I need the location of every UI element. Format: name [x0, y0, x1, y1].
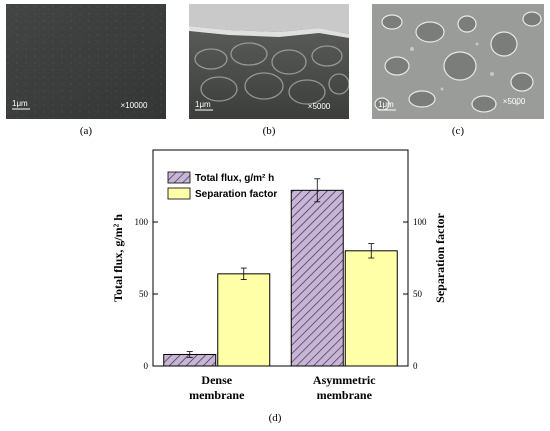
left-tick-label: 50 [139, 289, 149, 299]
bar-1-0 [217, 273, 271, 367]
right-tick-label: 0 [413, 361, 418, 371]
left-tick-label: 100 [135, 217, 149, 227]
scale-label: 1μm [12, 99, 28, 108]
caption-a: (a) [79, 125, 93, 137]
left-tick-label: 0 [144, 361, 149, 371]
legend-label: Separation factor [195, 189, 277, 200]
sem-image-c: 1μm ×5000 [372, 4, 544, 119]
sem-panel-a: 1μm ×10000 [6, 4, 166, 119]
right-tick-label: 100 [413, 217, 427, 227]
y-axis-right-label: Separation factor [433, 213, 447, 303]
sem-image-a: 1μm ×10000 [6, 4, 166, 119]
plot-frame [152, 149, 409, 367]
bar-1-1 [344, 250, 398, 367]
y-axis-left-label: Total flux, g/m² h [111, 214, 125, 302]
sem-image-b: 1μm ×5000 [189, 4, 349, 119]
caption-d: (d) [268, 412, 282, 424]
magnification-label: ×10000 [121, 101, 148, 110]
magnification-label: ×5000 [308, 102, 331, 111]
sem-panel-c: 1μm ×5000 [372, 4, 544, 119]
legend-swatch [167, 171, 191, 184]
scale-label: 1μm [378, 100, 394, 109]
legend-swatch [167, 187, 191, 200]
bar-0-1 [290, 189, 344, 367]
sem-panel-b: 1μm ×5000 [189, 4, 349, 119]
scale-label: 1μm [195, 100, 211, 109]
magnification-label: ×5000 [503, 97, 526, 106]
category-label: Dense [201, 373, 232, 387]
category-label: membrane [317, 388, 373, 402]
legend-label: Total flux, g/m² h [195, 173, 274, 184]
category-label: Asymmetric [313, 373, 376, 387]
right-tick-label: 50 [413, 289, 423, 299]
caption-c: (c) [451, 125, 465, 137]
caption-b: (b) [262, 125, 276, 137]
category-label: membrane [189, 388, 245, 402]
